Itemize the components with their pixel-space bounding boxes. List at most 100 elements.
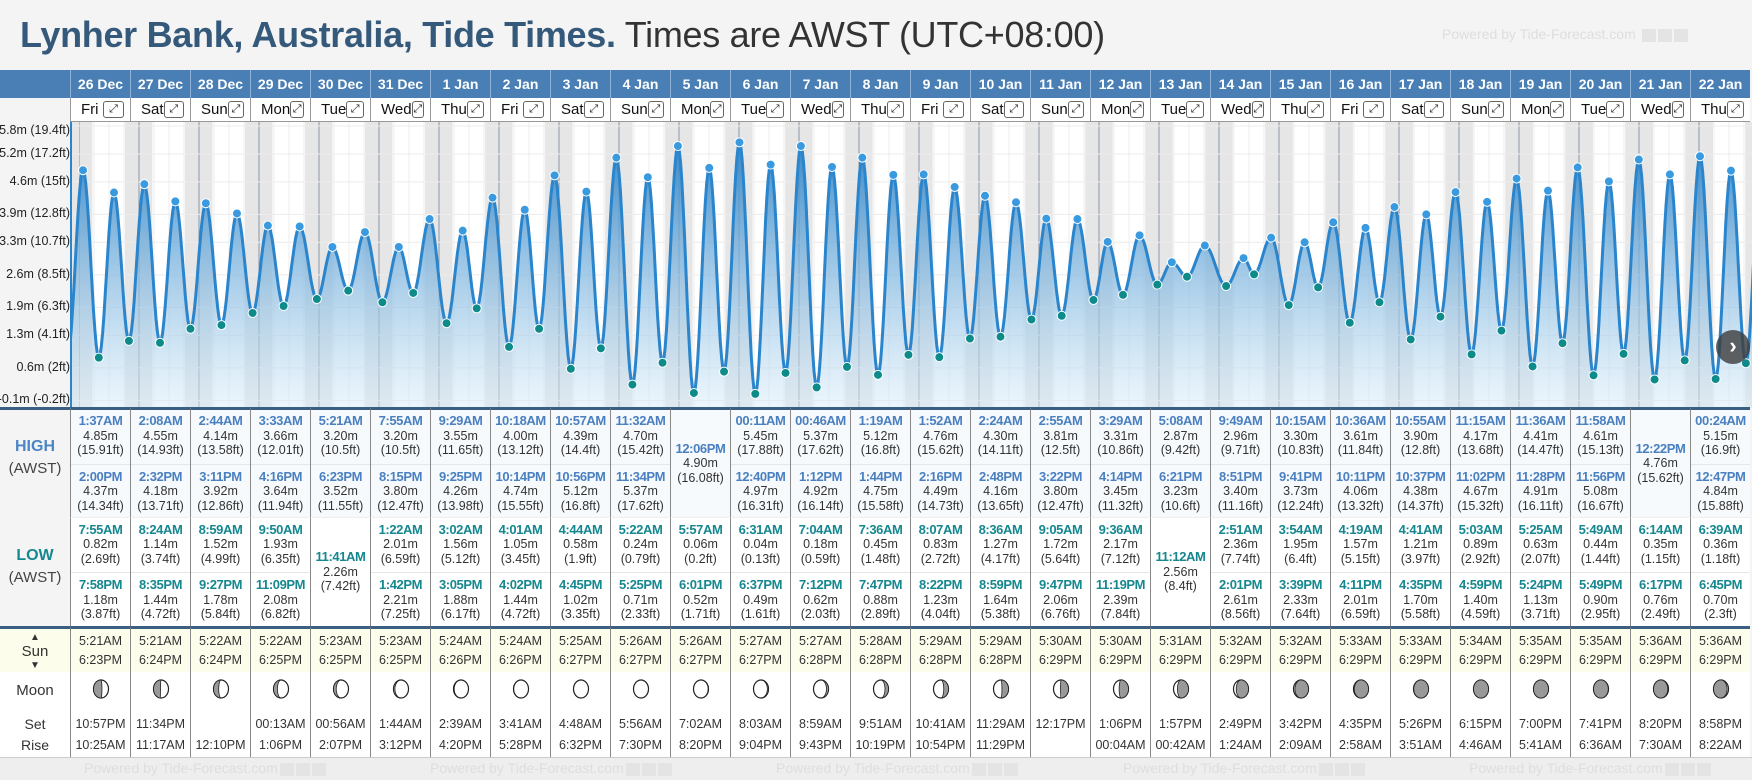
sunrise-time: 5:34AM — [1458, 634, 1503, 648]
tide-height-ft: (11.65ft) — [437, 443, 484, 457]
tide-height-m: 3.31m — [1103, 428, 1138, 443]
expand-day-icon[interactable]: ⤢ — [647, 101, 664, 118]
powered-by-watermark[interactable]: Powered by Tide-Forecast.com — [1469, 760, 1711, 776]
powered-by-watermark[interactable]: Powered by Tide-Forecast.com — [1123, 760, 1365, 776]
expand-day-icon[interactable]: ⤢ — [1363, 101, 1384, 118]
tide-time: 4:59PM — [1458, 577, 1503, 592]
high-tide-point — [581, 186, 592, 197]
high-tide-point — [1238, 253, 1249, 264]
expand-day-icon[interactable]: ⤢ — [1251, 101, 1264, 118]
sunset-arrow-icon: ▼ — [30, 660, 40, 671]
tide-height-m: 3.81m — [1043, 428, 1078, 443]
tide-height-ft: (8.4ft) — [1164, 579, 1197, 594]
tide-height-m: 0.24m — [623, 537, 658, 551]
tide-time: 9:05AM — [1038, 521, 1083, 537]
moonset-time — [191, 714, 250, 735]
day-header: Sat ⤢ — [550, 98, 610, 122]
moon-phase-icon — [1472, 678, 1490, 704]
tide-time: 8:22PM — [918, 577, 963, 592]
low-tide-entry: 2:51AM 2.36m (7.74ft) — [1211, 520, 1270, 570]
expand-day-icon[interactable]: ⤢ — [163, 101, 184, 118]
tide-height-m: 1.40m — [1463, 592, 1498, 607]
expand-day-icon[interactable]: ⤢ — [886, 101, 904, 118]
low-tide-entry: 2:01PM 2.61m (8.56ft) — [1211, 572, 1270, 625]
high-tides-cell: 11:15AM 4.17m (13.68ft) 11:02PM 4.67m (15.32f… — [1450, 407, 1510, 517]
expand-day-icon[interactable]: ⤢ — [466, 101, 484, 118]
low-tides-cell: 4:01AM 1.05m (3.45ft) 4:02PM 1.44m (4.72ft) — [490, 517, 550, 626]
expand-day-icon[interactable]: ⤢ — [290, 101, 304, 118]
expand-day-icon[interactable]: ⤢ — [1550, 101, 1564, 118]
sunset-time: 6:29PM — [1038, 653, 1083, 667]
tide-height-m: 0.36m — [1703, 537, 1738, 551]
expand-day-icon[interactable]: ⤢ — [1423, 101, 1444, 118]
moonrise-time — [1031, 735, 1090, 756]
tide-height-ft: (14.93ft) — [137, 443, 184, 457]
expand-day-icon[interactable]: ⤢ — [831, 101, 844, 118]
expand-day-icon[interactable]: ⤢ — [1487, 101, 1504, 118]
sun-cell: 5:23AM 6:25PM — [370, 626, 430, 672]
low-tide-point — [534, 323, 545, 334]
expand-day-icon[interactable]: ⤢ — [1726, 101, 1744, 118]
powered-by-watermark[interactable]: Powered by Tide-Forecast.com — [1442, 26, 1688, 42]
high-tide-entry: 5:08AM 2.87m (9.42ft) — [1151, 411, 1210, 461]
moon-set-rise-cell: 11:29AM 11:29PM — [970, 710, 1030, 757]
expand-day-icon[interactable]: ⤢ — [1306, 101, 1324, 118]
high-tide-entry: 11:34PM 5.37m (17.62ft) — [611, 463, 670, 517]
high-tide-entry: 8:51PM 3.40m (11.16ft) — [1211, 463, 1270, 517]
expand-day-icon[interactable]: ⤢ — [411, 101, 424, 118]
tide-height-ft: (15.91ft) — [77, 443, 124, 457]
tide-time: 1:22AM — [378, 521, 423, 537]
expand-day-icon[interactable]: ⤢ — [1186, 101, 1204, 118]
high-tide-point — [1603, 176, 1614, 187]
tide-time: 3:29AM — [1098, 413, 1143, 428]
tide-time: 8:15PM — [378, 468, 423, 484]
expand-day-icon[interactable]: ⤢ — [1130, 101, 1144, 118]
low-tide-point — [504, 341, 515, 352]
powered-by-watermark[interactable]: Powered by Tide-Forecast.com — [430, 760, 672, 776]
day-of-week: Sun — [201, 101, 228, 118]
date-label: 19 Jan — [1518, 76, 1563, 92]
expand-day-icon[interactable]: ⤢ — [1671, 101, 1684, 118]
high-tide-entry: 12:22PM 4.76m (15.62ft) — [1631, 439, 1690, 489]
powered-by-watermark[interactable]: Powered by Tide-Forecast.com — [776, 760, 1018, 776]
next-days-button[interactable]: › — [1716, 330, 1750, 364]
day-of-week: Sat — [981, 101, 1004, 118]
tide-height-ft: (6.4ft) — [1284, 551, 1317, 566]
high-tide-point — [1543, 185, 1553, 196]
expand-day-icon[interactable]: ⤢ — [523, 101, 544, 118]
sunrise-time: 5:36AM — [1698, 634, 1743, 648]
high-tide-entry: 2:24AM 4.30m (14.11ft) — [971, 411, 1030, 461]
high-tide-entry: 10:37PM 4.38m (14.37ft) — [1391, 463, 1450, 517]
tide-height-ft: (2.07ft) — [1520, 551, 1561, 566]
sunrise-time: 5:26AM — [678, 634, 723, 648]
day-header: Mon ⤢ — [1090, 98, 1150, 122]
expand-day-icon[interactable]: ⤢ — [103, 101, 124, 118]
date-label: 1 Jan — [442, 76, 479, 92]
tide-height-ft: (13.12ft) — [497, 443, 544, 457]
expand-day-icon[interactable]: ⤢ — [346, 101, 364, 118]
powered-by-watermark[interactable]: Powered by Tide-Forecast.com — [84, 760, 326, 776]
expand-day-icon[interactable]: ⤢ — [710, 101, 724, 118]
y-tick-label: 5.2m (17.2ft) — [0, 145, 70, 160]
expand-day-icon[interactable]: ⤢ — [943, 101, 964, 118]
expand-day-icon[interactable]: ⤢ — [1003, 101, 1024, 118]
moonset-time: 3:42PM — [1278, 717, 1323, 731]
night-band — [1745, 122, 1752, 408]
tide-height-ft: (14.73ft) — [917, 498, 964, 513]
tide-time: 3:11PM — [199, 468, 242, 484]
expand-day-icon[interactable]: ⤢ — [766, 101, 784, 118]
date-header: 13 Jan — [1150, 70, 1210, 98]
expand-day-icon[interactable]: ⤢ — [1606, 101, 1624, 118]
moonrise-time: 1:24AM — [1218, 738, 1263, 752]
low-tide-entry: 5:25AM 0.63m (2.07ft) — [1511, 520, 1570, 570]
moon-icon — [1350, 762, 1365, 776]
expand-day-icon[interactable]: ⤢ — [1067, 101, 1084, 118]
tide-height-ft: (6.35ft) — [260, 551, 301, 566]
tide-height-ft: (10.83ft) — [1277, 443, 1324, 457]
tide-height-m: 3.20m — [323, 428, 358, 443]
moon-set-rise-cell: 7:41PM 6:36AM — [1570, 710, 1630, 757]
y-tick-label: 0.6m (2ft) — [16, 359, 71, 374]
expand-day-icon[interactable]: ⤢ — [227, 101, 244, 118]
date-label: 4 Jan — [622, 76, 659, 92]
expand-day-icon[interactable]: ⤢ — [583, 101, 604, 118]
